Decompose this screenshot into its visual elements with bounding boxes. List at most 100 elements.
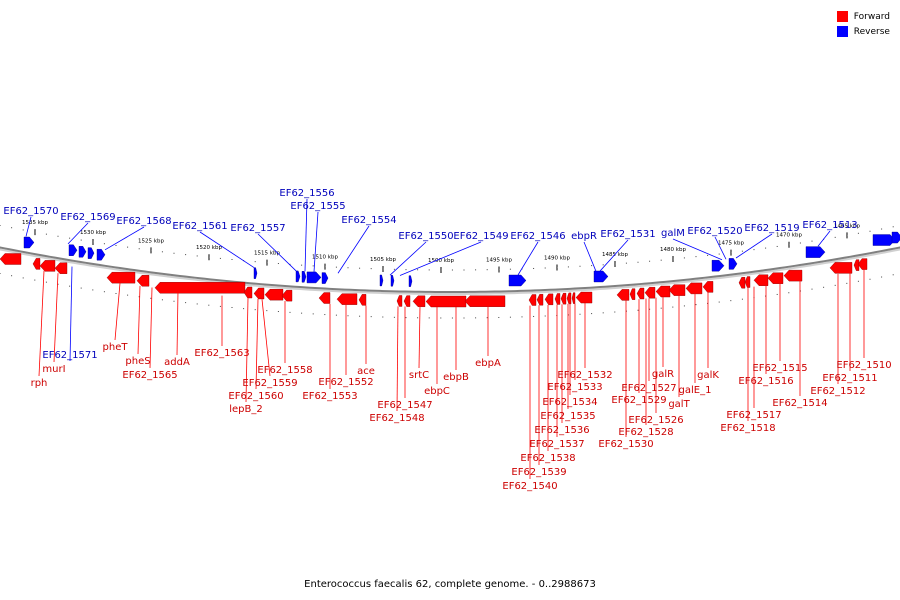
forward-gene-label: galR: [652, 369, 674, 380]
reverse-gene-label: EF62_1519: [744, 223, 799, 234]
callout-line: [199, 231, 255, 268]
forward-gene-label: EF62_1539: [511, 467, 566, 478]
forward-gene: [554, 293, 561, 305]
reverse-gene: [711, 259, 725, 272]
forward-gene-label: murI: [42, 364, 65, 375]
forward-gene-label: EF62_1530: [598, 439, 653, 450]
forward-gene: [318, 292, 331, 304]
forward-gene: [54, 262, 68, 274]
forward-gene-label: EF62_1532: [557, 370, 612, 381]
forward-gene: [829, 262, 853, 274]
legend-reverse: Reverse: [836, 24, 890, 39]
legend-forward-label: Forward: [853, 11, 890, 22]
forward-gene: [571, 292, 576, 304]
callout-line: [245, 298, 249, 403]
forward-gene-label: pheS: [125, 356, 150, 367]
callout-line: [313, 211, 319, 272]
reverse-gene-label: EF62_1557: [230, 223, 285, 234]
forward-gene: [425, 295, 467, 308]
scale-tick-label: 1505 kbp: [370, 257, 396, 263]
scale-tick-label: 1510 kbp: [312, 255, 338, 261]
forward-gene: [243, 286, 253, 299]
scale-tick-label: 1520 kbp: [196, 245, 222, 251]
forward-swatch: [836, 11, 848, 22]
forward-gene: [403, 295, 411, 307]
forward-gene-label: EF62_1534: [542, 397, 597, 408]
callout-line: [672, 238, 723, 261]
legend: Forward Reverse: [836, 9, 890, 39]
forward-gene-label: EF62_1510: [836, 360, 891, 371]
forward-gene-label: EF62_1533: [547, 382, 602, 393]
reverse-gene-label: EF62_1513: [802, 220, 857, 231]
genome-backbone: [0, 246, 900, 294]
callout-line: [38, 270, 45, 377]
forward-gene: [668, 284, 686, 296]
scale-tick-label: 1500 kbp: [428, 258, 454, 264]
scale-tick-label: 1490 kbp: [544, 255, 570, 261]
forward-gene-label: galK: [697, 370, 719, 381]
forward-gene-label: EF62_1528: [618, 427, 673, 438]
forward-gene-label: addA: [164, 357, 190, 368]
scale-tick-label: 1515 kbp: [254, 251, 280, 257]
forward-gene: [358, 294, 367, 306]
scale-tick-label: 1535 kbp: [22, 220, 48, 226]
callout-line: [418, 306, 421, 369]
scale-tick-label: 1465 kbp: [834, 223, 860, 229]
forward-gene-label: EF62_1517: [726, 410, 781, 421]
forward-gene: [32, 258, 41, 270]
reverse-gene: [379, 274, 384, 287]
reverse-gene-label: galM: [661, 228, 685, 239]
forward-gene-label: EF62_1527: [621, 383, 676, 394]
forward-gene-label: EF62_1514: [772, 398, 827, 409]
reverse-gene-label: EF62_1549: [453, 231, 508, 242]
callout-line: [137, 285, 141, 355]
forward-gene: [0, 253, 22, 265]
forward-gene-label: EF62_1526: [628, 415, 683, 426]
callout-line: [517, 241, 539, 276]
forward-gene: [738, 277, 746, 289]
callout-line: [261, 299, 271, 377]
reverse-gene-label: EF62_1546: [510, 231, 565, 242]
forward-gene-label: EF62_1558: [257, 365, 312, 376]
forward-gene: [857, 258, 868, 270]
reverse-gene-label: EF62_1520: [687, 226, 742, 237]
genome-caption: Enterococcus faecalis 62, complete genom…: [304, 579, 596, 590]
forward-gene-label: EF62_1535: [540, 411, 595, 422]
forward-gene-label: galT: [668, 399, 690, 410]
reverse-gene-label: EF62_1556: [279, 188, 334, 199]
forward-gene: [39, 260, 56, 272]
legend-forward: Forward: [836, 9, 890, 24]
forward-gene: [154, 282, 246, 294]
forward-gene: [412, 295, 426, 307]
reverse-gene-label: EF62_1555: [290, 201, 345, 212]
forward-gene-label: galE_1: [679, 385, 712, 396]
forward-gene-label: EF62_1516: [738, 376, 793, 387]
reverse-gene: [87, 247, 95, 259]
callout-line: [176, 290, 179, 356]
forward-gene: [853, 259, 860, 271]
forward-gene: [253, 287, 265, 300]
forward-gene-label: EF62_1540: [502, 481, 557, 492]
forward-gene-label: EF62_1559: [242, 378, 297, 389]
forward-gene: [566, 292, 572, 305]
reverse-gene-label: EF62_1569: [60, 212, 115, 223]
callout-line: [67, 222, 89, 245]
scale-tick-label: 1485 kbp: [602, 252, 628, 258]
callout-line: [599, 239, 629, 272]
reverse-gene: [78, 246, 87, 258]
forward-gene: [528, 294, 537, 306]
forward-gene: [629, 288, 636, 300]
scale-tick-label: 1475 kbp: [718, 241, 744, 247]
reverse-gene-label: ebpR: [571, 231, 597, 242]
forward-gene: [281, 289, 293, 302]
reverse-gene: [593, 270, 609, 283]
callout-line: [396, 306, 399, 412]
callout-line: [114, 283, 121, 341]
forward-gene-label: rph: [31, 378, 48, 389]
forward-gene-label: EF62_1563: [194, 348, 249, 359]
reverse-gene: [321, 272, 329, 284]
forward-gene-label: lepB_2: [229, 404, 263, 415]
reverse-gene: [891, 231, 900, 244]
forward-gene: [136, 275, 150, 287]
callout-line: [337, 225, 370, 274]
